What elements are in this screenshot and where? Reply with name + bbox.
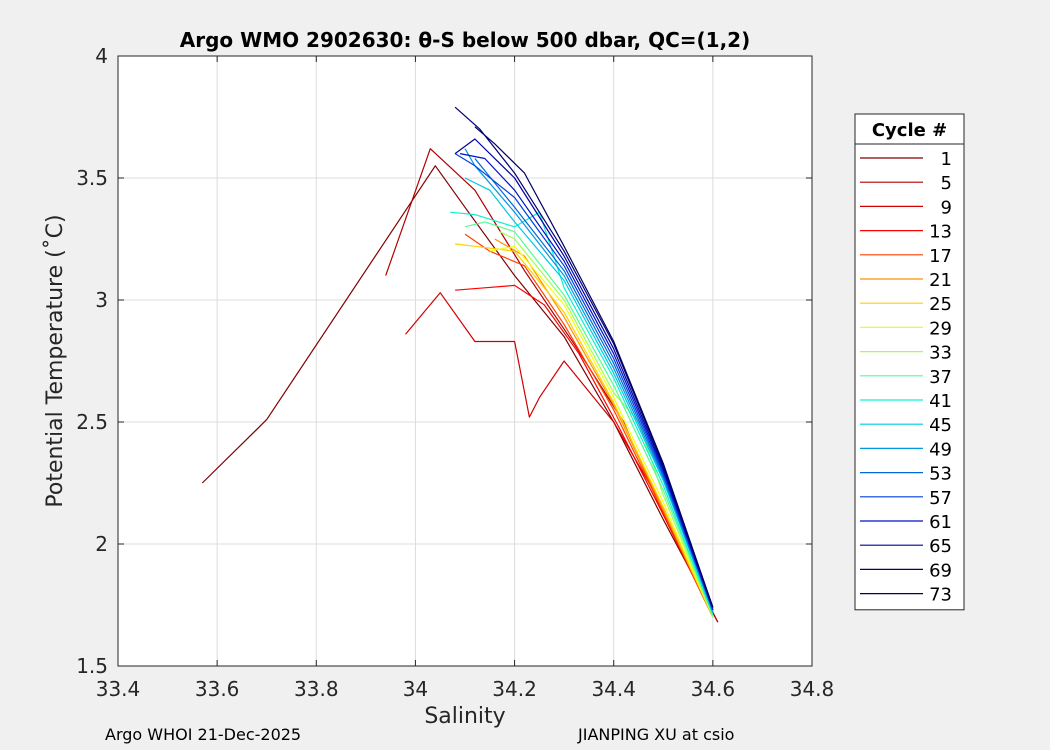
legend-label: 73 [929, 585, 952, 606]
chart-title: Argo WMO 2902630: θ-S below 500 dbar, QC… [180, 28, 750, 52]
series-line-cycle-57 [454, 153, 714, 611]
legend: Cycle # 1 5 9 13 17 21 25 29 33 37 41 45 49 53 57 61 65 69… [854, 113, 965, 611]
y-tick-label: 1.5 [76, 654, 108, 678]
legend-label: 69 [929, 560, 952, 581]
legend-label: 9 [941, 197, 952, 218]
legend-label: 13 [929, 222, 952, 243]
series-line-cycle-33 [499, 231, 714, 618]
series-lines [201, 106, 719, 623]
series-line-cycle-25 [455, 243, 714, 618]
legend-label: 1 [941, 149, 952, 170]
x-tick-label: 34 [403, 677, 428, 701]
legend-title: Cycle # [872, 120, 947, 141]
series-line-cycle-37 [464, 221, 714, 616]
series-line-cycle-53 [474, 158, 714, 611]
x-tick-label: 33.8 [294, 677, 339, 701]
legend-label: 41 [929, 391, 952, 412]
legend-label: 65 [929, 536, 952, 557]
legend-label: 49 [929, 439, 952, 460]
series-line-cycle-61 [459, 153, 714, 611]
series-line-cycle-65 [454, 138, 714, 608]
legend-label: 29 [929, 318, 952, 339]
y-tick-label: 3 [95, 288, 108, 312]
footer-credit-left: Argo WHOI 21-Dec-2025 [105, 725, 302, 744]
plot-area [118, 56, 812, 666]
x-tick-label: 34.8 [790, 677, 835, 701]
legend-label: 57 [929, 488, 952, 509]
series-line-cycle-41 [450, 211, 714, 616]
y-tick-label: 2.5 [76, 410, 108, 434]
series-line-cycle-13 [455, 284, 714, 618]
legend-label: 45 [929, 415, 952, 436]
x-tick-label: 34.6 [691, 677, 736, 701]
x-tick-label: 33.4 [96, 677, 141, 701]
legend-label: 37 [929, 367, 952, 388]
x-axis-label: Salinity [424, 704, 505, 729]
series-line-cycle-69 [454, 106, 714, 608]
x-tick-label: 34.4 [591, 677, 636, 701]
x-tick-label: 33.6 [195, 677, 240, 701]
plot-frame [117, 55, 813, 667]
series-line-cycle-29 [489, 245, 714, 618]
series-line-cycle-1 [201, 165, 719, 623]
legend-label: 53 [929, 464, 952, 485]
series-line-cycle-45 [464, 177, 714, 613]
series-line-cycle-73 [474, 126, 714, 608]
legend-label: 61 [929, 512, 952, 533]
legend-box [854, 113, 965, 611]
legend-label: 25 [929, 294, 952, 315]
y-tick-label: 3.5 [76, 166, 108, 190]
ticks: 33.4 33.6 33.8 34 34.2 34.4 34.6 34.8 1.5 2 2.5 3 3.… [76, 44, 834, 701]
legend-label: 5 [941, 173, 952, 194]
y-tick-label: 2 [95, 532, 108, 556]
y-tick-label: 4 [95, 44, 108, 68]
legend-label: 17 [929, 246, 952, 267]
x-tick-label: 34.2 [492, 677, 537, 701]
series-line-cycle-21 [494, 238, 714, 618]
footer-credit-right: JIANPING XU at csio [578, 725, 735, 744]
legend-label: 33 [929, 343, 952, 364]
legend-label: 21 [929, 270, 952, 291]
y-axis-label: Potential Temperature (˚C) [43, 214, 68, 507]
